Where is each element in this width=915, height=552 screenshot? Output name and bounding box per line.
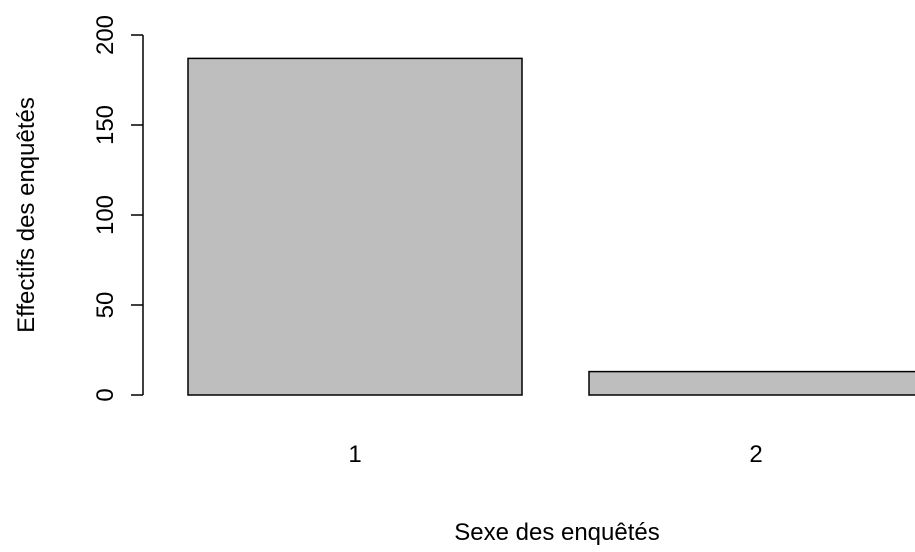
y-tick-label: 200 <box>92 15 119 55</box>
y-tick-label: 50 <box>92 292 119 319</box>
x-axis-title: Sexe des enquêtés <box>454 519 660 546</box>
x-tick-label: 1 <box>348 441 361 468</box>
bar-1 <box>187 57 523 396</box>
x-tick-label: 2 <box>749 441 762 468</box>
y-tick-label: 150 <box>92 105 119 145</box>
y-tick-label: 100 <box>92 195 119 235</box>
y-axis: 0 50 100 150 200 <box>92 15 144 402</box>
bar-series <box>187 57 915 396</box>
bar-2 <box>588 370 915 396</box>
y-axis-title: Effectifs des enquêtés <box>13 97 40 333</box>
y-tick-label: 0 <box>92 388 119 401</box>
